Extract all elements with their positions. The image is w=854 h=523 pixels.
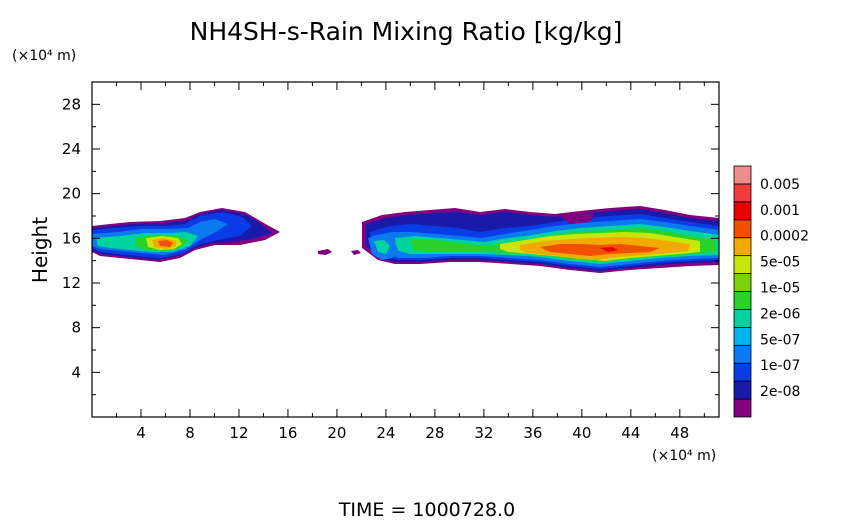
y-axis: 4 8 12 16 20 24 28 [62,95,719,396]
field-fragment [351,250,361,255]
colorbar-label: 2e-08 [760,384,800,400]
x-tick-label: 32 [474,424,493,442]
colorbar-swatch [733,183,752,203]
colorbar-swatch [733,255,752,274]
colorbar-label: 1e-05 [760,281,800,297]
x-tick-label: 8 [185,424,195,442]
colorbar: 0.005 0.001 0.0002 5e-05 1e-05 2e-06 5e-07 1e-0… [733,165,809,418]
plot-frame [91,81,720,418]
y-tick-label: 24 [62,140,81,158]
x-tick-label: 36 [523,424,542,442]
colorbar-swatch [733,380,752,400]
colorbar-label: 5e-05 [760,255,800,271]
field-patch [374,240,390,254]
x-tick-label: 24 [376,424,395,442]
colorbar-label: 0.0002 [760,229,809,245]
colorbar-swatch [733,273,752,292]
y-scale-label: (×10⁴ m) [12,48,76,64]
x-tick-label: 4 [136,424,146,442]
colorbar-swatch [733,398,752,418]
chart-title: NH4SH-s-Rain Mixing Ratio [kg/kg] [190,17,623,46]
colorbar-label: 0.005 [760,177,800,193]
colorbar-label: 1e-07 [760,358,800,374]
colorbar-label: 0.001 [760,203,800,219]
colorbar-swatch [733,237,752,257]
colorbar-swatch [733,291,752,310]
field-peak [600,247,618,252]
colorbar-swatch [733,362,752,382]
colorbar-swatch [733,344,752,364]
colorbar-label: 5e-07 [760,332,800,348]
field-level-9 [158,240,173,247]
x-axis: 4 8 12 16 20 24 28 32 36 40 44 48 [115,82,705,442]
x-tick-label: 44 [621,424,640,442]
y-tick-label: 12 [62,274,81,292]
y-tick-label: 4 [71,363,81,381]
x-scale-label: (×10⁴ m) [652,448,716,464]
field-patch [560,213,594,224]
x-tick-label: 40 [572,424,591,442]
y-tick-label: 28 [62,95,81,113]
x-tick-label: 20 [327,424,346,442]
field-level-9 [540,244,660,256]
x-tick-label: 16 [278,424,297,442]
y-tick-label: 16 [62,229,81,247]
colorbar-swatch [733,165,752,185]
field-fragment [318,249,332,255]
colorbar-swatch [733,219,752,239]
y-tick-label: 20 [62,185,81,203]
y-tick-label: 8 [71,319,81,337]
x-tick-label: 12 [229,424,248,442]
colorbar-swatch [733,326,752,346]
colorbar-swatch [733,309,752,328]
x-tick-label: 48 [670,424,689,442]
colorbar-label: 2e-06 [760,306,800,322]
time-footer: TIME = 1000728.0 [338,499,515,519]
colorbar-swatch [733,201,752,221]
plot-field [92,206,719,273]
x-tick-label: 28 [425,424,444,442]
y-axis-label: Height [28,217,52,283]
